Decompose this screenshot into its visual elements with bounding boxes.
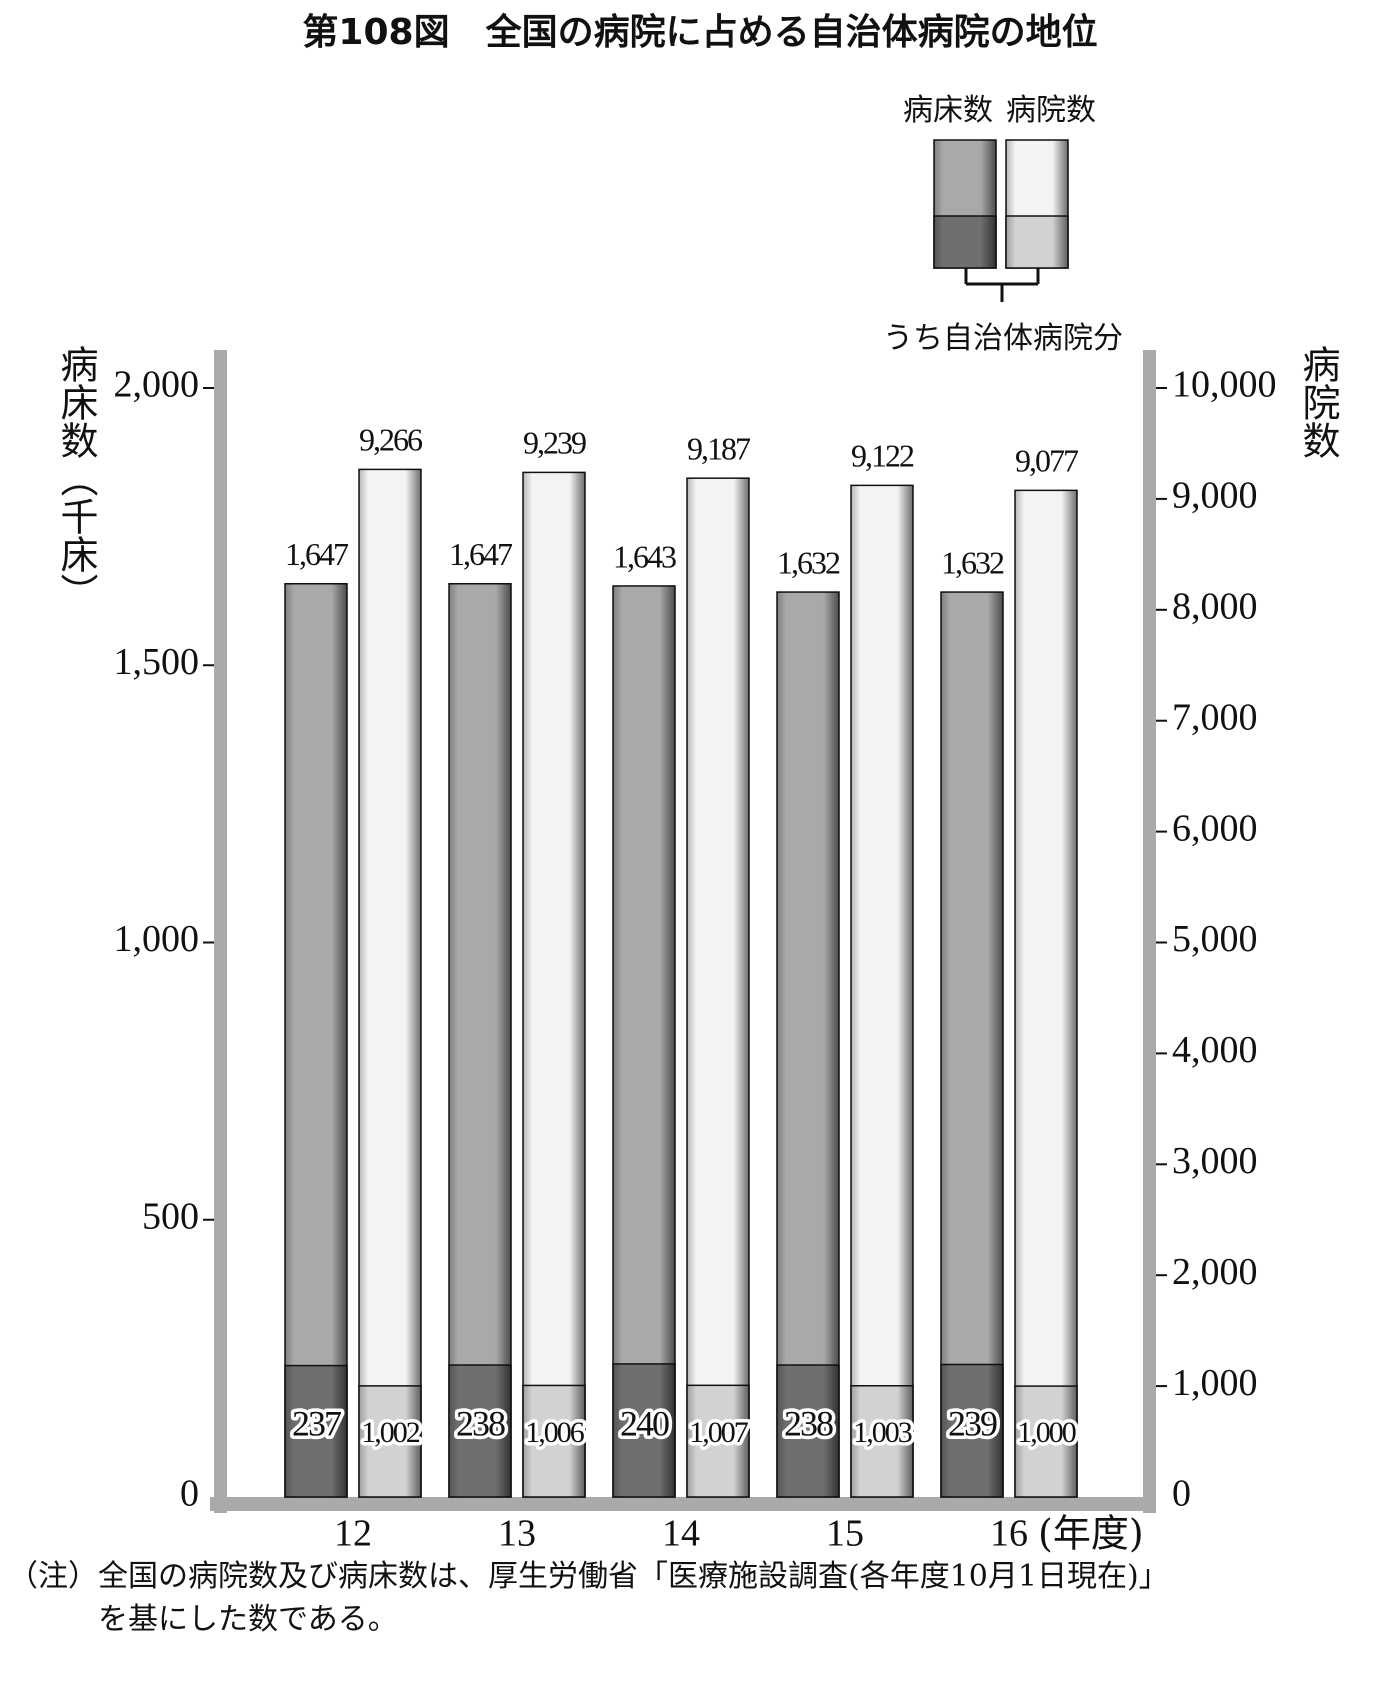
y-tick-label: 0 — [180, 1473, 199, 1515]
y-tick-label: 1,000 — [114, 918, 200, 960]
value-label: 240 — [620, 1403, 669, 1443]
value-label: 1,632 — [941, 544, 1004, 580]
legend: 病床数 病院数 うち自治体病院分 — [883, 93, 1123, 356]
x-tick-label: 16 — [990, 1513, 1028, 1555]
y-axis-title: 病床数（千床） — [54, 345, 98, 611]
y2-tick-label: 6,000 — [1172, 807, 1258, 849]
y2-axis — [1143, 350, 1156, 1513]
y2-tick-label: 4,000 — [1172, 1029, 1258, 1071]
note: 全国の病院数及び病床数は、厚生労働省「医療施設調査(各年度10月1日現在)」 — [98, 1559, 1169, 1594]
y2-tick-label: 10,000 — [1172, 364, 1277, 406]
bar — [522, 471, 586, 1498]
y2-tick-label: 3,000 — [1172, 1140, 1258, 1182]
legend-note: うち自治体病院分 — [883, 321, 1123, 356]
y2-tick-label: 2,000 — [1172, 1251, 1258, 1293]
y2-tick-label: 1,000 — [1172, 1362, 1258, 1404]
value-label: 9,266 — [359, 422, 423, 458]
value-label: 239 — [948, 1403, 997, 1443]
value-label: 9,187 — [687, 431, 751, 467]
legend-label: 病床数 — [903, 93, 993, 128]
value-label: 9,239 — [523, 425, 586, 461]
y2-tick-label: 0 — [1172, 1473, 1191, 1515]
y2-tick-label: 8,000 — [1172, 586, 1258, 628]
note: を基にした数である。 — [98, 1602, 398, 1637]
bar — [850, 484, 914, 1498]
x-tick-label: 14 — [662, 1513, 700, 1555]
value-label: 1,643 — [613, 538, 676, 574]
legend-swatch — [1005, 215, 1069, 269]
chart-title: 第108図 全国の病院に占める自治体病院の地位 — [302, 11, 1097, 53]
value-label: 1,003 — [853, 1416, 912, 1449]
x-axis — [210, 1497, 1156, 1511]
note-label: （注） — [8, 1559, 98, 1594]
y2-tick-label: 9,000 — [1172, 475, 1258, 517]
y2-axis-title: 病院数 — [1296, 345, 1340, 459]
y-axis-title: 病床数（千床） 病院数 — [54, 345, 1340, 611]
legend-label: 病院数 — [1006, 93, 1096, 128]
y2-tick-label: 7,000 — [1172, 696, 1258, 738]
y-tick-label: 2,000 — [114, 364, 200, 406]
x-unit: (年度) — [1038, 1512, 1144, 1556]
legend-swatch — [933, 215, 997, 269]
value-label: 1,000 — [1017, 1416, 1076, 1449]
value-label: 237 — [292, 1403, 341, 1443]
value-label: 238 — [456, 1403, 505, 1443]
bar — [940, 591, 1004, 1498]
x-tick-label: 15 — [826, 1513, 864, 1555]
bar — [612, 585, 676, 1498]
bar — [776, 591, 840, 1498]
value-label: 1,007 — [689, 1416, 749, 1449]
value-label: 1,006 — [525, 1416, 585, 1449]
value-label: 238 — [784, 1403, 833, 1443]
value-label: 1,632 — [777, 544, 840, 580]
x-tick-label: 13 — [498, 1513, 536, 1555]
y-tick-label: 1,500 — [114, 641, 200, 683]
x-tick-label: 12 — [334, 1513, 372, 1555]
value-label: 1,647 — [285, 536, 349, 572]
bar — [284, 582, 348, 1498]
value-label: 9,077 — [1015, 443, 1079, 479]
value-label: 9,122 — [851, 438, 914, 474]
y-tick-label: 500 — [142, 1195, 199, 1237]
y-axis — [214, 350, 227, 1513]
value-label: 1,647 — [449, 536, 513, 572]
value-label: 1,002 — [361, 1416, 420, 1449]
bar — [686, 477, 750, 1498]
bar — [448, 582, 512, 1498]
bar — [358, 468, 422, 1498]
bar — [1014, 489, 1078, 1498]
y2-tick-label: 5,000 — [1172, 918, 1258, 960]
